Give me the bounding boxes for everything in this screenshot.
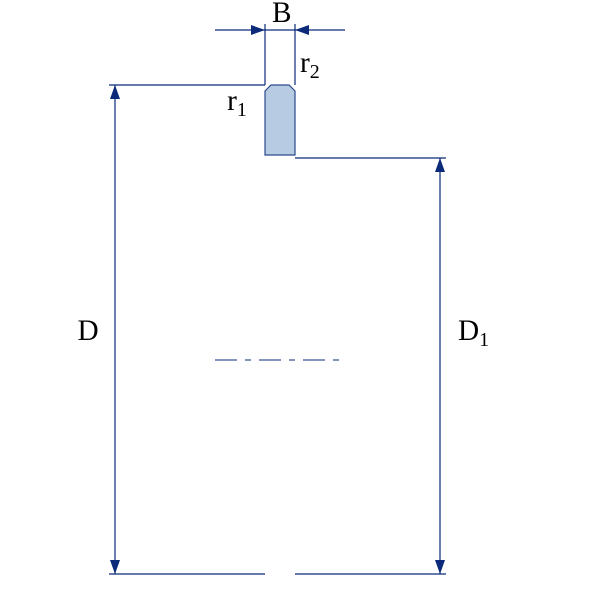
arrowhead	[251, 25, 265, 35]
arrowhead	[110, 85, 120, 99]
dimension-label: D1	[458, 315, 489, 351]
arrowhead	[435, 560, 445, 574]
dimension-label: B	[272, 0, 292, 29]
part-cross-section	[265, 85, 295, 155]
label-r2: r2	[300, 47, 320, 83]
dimension-label: D	[77, 315, 98, 347]
arrowhead	[295, 25, 309, 35]
arrowhead	[110, 560, 120, 574]
label-r1: r1	[227, 85, 247, 121]
arrowhead	[435, 158, 445, 172]
